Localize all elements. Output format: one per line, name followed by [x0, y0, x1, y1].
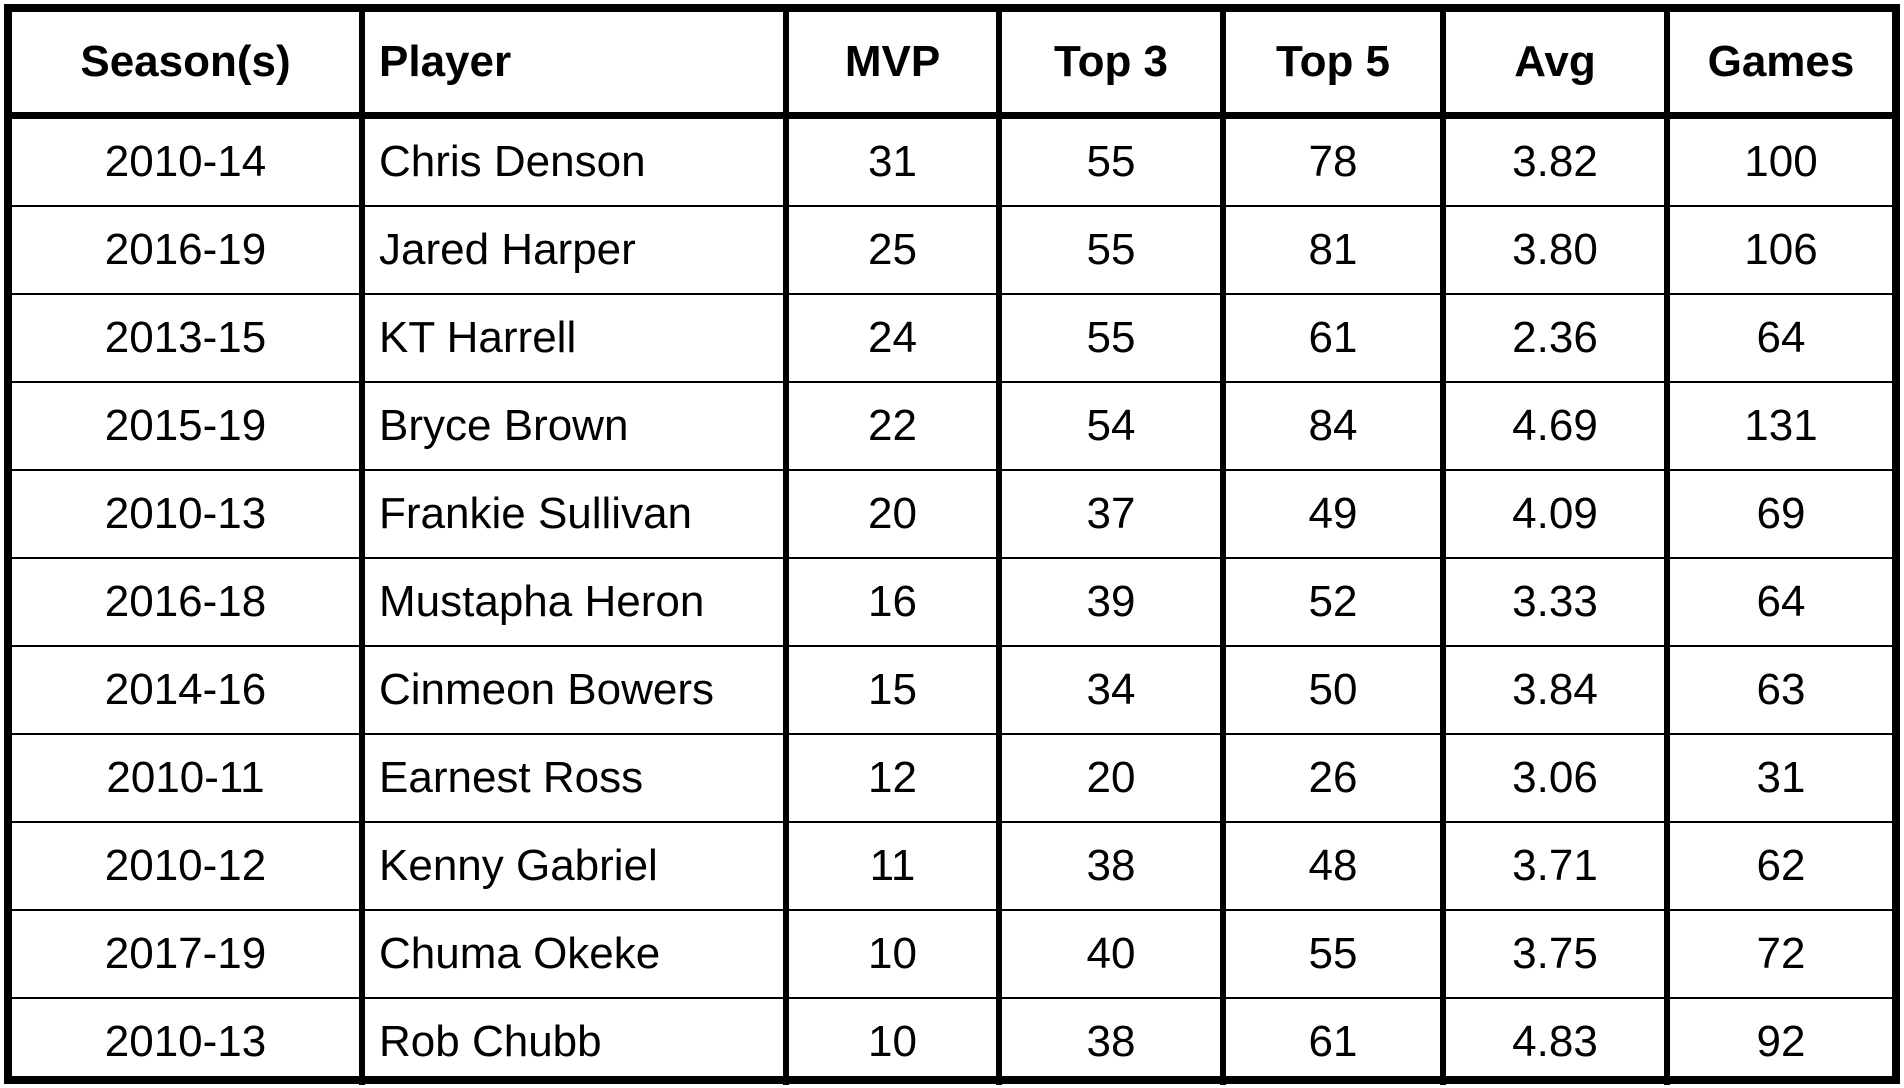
table-row: 2010-13 Frankie Sullivan 20 37 49 4.09 69	[12, 470, 1892, 559]
cell-games: 92	[1666, 998, 1892, 1085]
cell-seasons: 2015-19	[12, 382, 365, 471]
cell-top-5: 61	[1222, 998, 1446, 1085]
table-row: 2016-19 Jared Harper 25 55 81 3.80 106	[12, 206, 1892, 295]
cell-avg: 3.75	[1442, 910, 1670, 999]
cell-top-5: 50	[1222, 646, 1446, 735]
cell-mvp: 15	[785, 646, 1002, 735]
cell-top-3: 55	[998, 294, 1226, 383]
cell-seasons: 2014-16	[12, 646, 365, 735]
table-row: 2013-15 KT Harrell 24 55 61 2.36 64	[12, 294, 1892, 383]
cell-mvp: 20	[785, 470, 1002, 559]
cell-mvp: 31	[785, 115, 1002, 207]
cell-games: 62	[1666, 822, 1892, 911]
cell-player: Bryce Brown	[361, 382, 789, 471]
cell-seasons: 2017-19	[12, 910, 365, 999]
cell-avg: 4.83	[1442, 998, 1670, 1085]
cell-mvp: 12	[785, 734, 1002, 823]
cell-games: 64	[1666, 294, 1892, 383]
cell-player: Chris Denson	[361, 115, 789, 207]
cell-top-5: 55	[1222, 910, 1446, 999]
cell-games: 100	[1666, 115, 1892, 207]
header-row: Season(s) Player MVP Top 3 Top 5 Avg Gam…	[12, 12, 1892, 119]
cell-player: Kenny Gabriel	[361, 822, 789, 911]
cell-mvp: 25	[785, 206, 1002, 295]
cell-player: Earnest Ross	[361, 734, 789, 823]
cell-top-5: 49	[1222, 470, 1446, 559]
table-row: 2010-11 Earnest Ross 12 20 26 3.06 31	[12, 734, 1892, 823]
header-mvp: MVP	[785, 12, 1002, 119]
table-row: 2010-14 Chris Denson 31 55 78 3.82 100	[12, 115, 1892, 207]
cell-games: 63	[1666, 646, 1892, 735]
cell-mvp: 24	[785, 294, 1002, 383]
cell-player: KT Harrell	[361, 294, 789, 383]
header-games: Games	[1666, 12, 1892, 119]
cell-player: Jared Harper	[361, 206, 789, 295]
header-top-3: Top 3	[998, 12, 1226, 119]
table-row: 2014-16 Cinmeon Bowers 15 34 50 3.84 63	[12, 646, 1892, 735]
cell-mvp: 22	[785, 382, 1002, 471]
cell-seasons: 2010-13	[12, 998, 365, 1085]
cell-games: 31	[1666, 734, 1892, 823]
cell-seasons: 2013-15	[12, 294, 365, 383]
cell-top-3: 34	[998, 646, 1226, 735]
cell-player: Chuma Okeke	[361, 910, 789, 999]
player-stats-table: Season(s) Player MVP Top 3 Top 5 Avg Gam…	[12, 12, 1892, 1085]
cell-player: Cinmeon Bowers	[361, 646, 789, 735]
cell-top-5: 84	[1222, 382, 1446, 471]
cell-top-5: 81	[1222, 206, 1446, 295]
cell-mvp: 10	[785, 910, 1002, 999]
cell-top-3: 55	[998, 115, 1226, 207]
cell-top-3: 39	[998, 558, 1226, 647]
cell-player: Mustapha Heron	[361, 558, 789, 647]
cell-player: Rob Chubb	[361, 998, 789, 1085]
cell-top-5: 26	[1222, 734, 1446, 823]
cell-top-3: 55	[998, 206, 1226, 295]
header-top-5: Top 5	[1222, 12, 1446, 119]
cell-games: 72	[1666, 910, 1892, 999]
cell-games: 64	[1666, 558, 1892, 647]
cell-top-3: 20	[998, 734, 1226, 823]
cell-top-3: 37	[998, 470, 1226, 559]
cell-top-3: 38	[998, 822, 1226, 911]
table-row: 2015-19 Bryce Brown 22 54 84 4.69 131	[12, 382, 1892, 471]
cell-avg: 3.71	[1442, 822, 1670, 911]
cell-top-5: 78	[1222, 115, 1446, 207]
cell-mvp: 16	[785, 558, 1002, 647]
stats-table-container: Season(s) Player MVP Top 3 Top 5 Avg Gam…	[4, 4, 1900, 1085]
cell-seasons: 2010-13	[12, 470, 365, 559]
cell-avg: 4.09	[1442, 470, 1670, 559]
cell-mvp: 10	[785, 998, 1002, 1085]
cell-top-5: 48	[1222, 822, 1446, 911]
cell-top-3: 54	[998, 382, 1226, 471]
cell-seasons: 2010-14	[12, 115, 365, 207]
cell-seasons: 2010-11	[12, 734, 365, 823]
cell-top-3: 40	[998, 910, 1226, 999]
cell-top-5: 52	[1222, 558, 1446, 647]
table-body: 2010-14 Chris Denson 31 55 78 3.82 100 2016-19 J…	[12, 115, 1892, 1085]
cell-seasons: 2016-19	[12, 206, 365, 295]
header-avg: Avg	[1442, 12, 1670, 119]
cell-mvp: 11	[785, 822, 1002, 911]
cell-avg: 3.82	[1442, 115, 1670, 207]
cell-games: 131	[1666, 382, 1892, 471]
cell-avg: 3.84	[1442, 646, 1670, 735]
cell-avg: 3.33	[1442, 558, 1670, 647]
cell-seasons: 2010-12	[12, 822, 365, 911]
cell-player: Frankie Sullivan	[361, 470, 789, 559]
cell-seasons: 2016-18	[12, 558, 365, 647]
cell-games: 69	[1666, 470, 1892, 559]
header-seasons: Season(s)	[12, 12, 365, 119]
table-row: 2016-18 Mustapha Heron 16 39 52 3.33 64	[12, 558, 1892, 647]
cell-avg: 2.36	[1442, 294, 1670, 383]
table-row: 2017-19 Chuma Okeke 10 40 55 3.75 72	[12, 910, 1892, 999]
table-row: 2010-13 Rob Chubb 10 38 61 4.83 92	[12, 998, 1892, 1085]
cell-avg: 3.06	[1442, 734, 1670, 823]
cell-avg: 3.80	[1442, 206, 1670, 295]
table-row: 2010-12 Kenny Gabriel 11 38 48 3.71 62	[12, 822, 1892, 911]
cell-games: 106	[1666, 206, 1892, 295]
cell-avg: 4.69	[1442, 382, 1670, 471]
cell-top-5: 61	[1222, 294, 1446, 383]
cell-top-3: 38	[998, 998, 1226, 1085]
header-player: Player	[361, 12, 789, 119]
